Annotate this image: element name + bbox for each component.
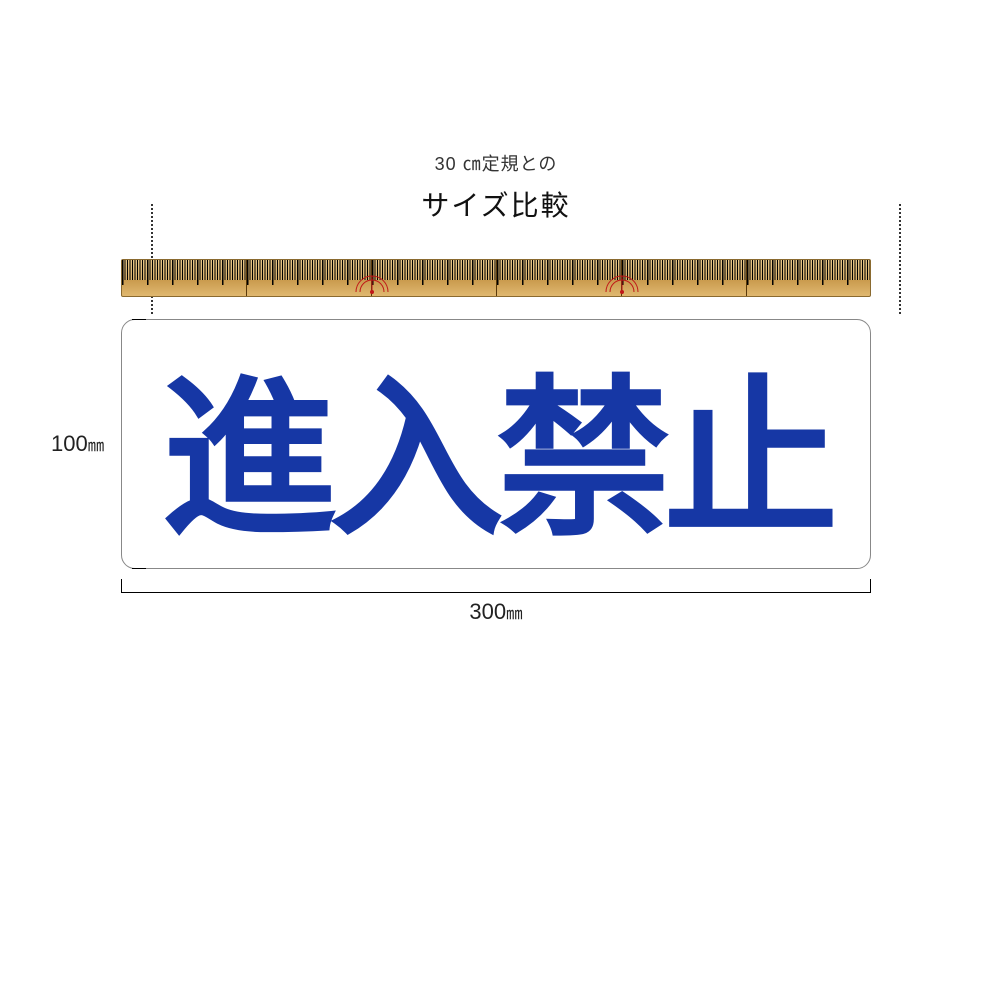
ruler-protractor-mark-2 <box>602 274 642 294</box>
width-bracket <box>121 579 871 593</box>
subtitle-text: 30 ㎝定規との <box>56 150 936 176</box>
title-text: サイズ比較 <box>56 184 936 224</box>
width-unit: ㎜ <box>506 605 523 623</box>
width-value: 300 <box>469 599 506 624</box>
width-label: 300㎜ <box>469 599 522 624</box>
ruler-protractor-mark-1 <box>352 274 392 294</box>
height-unit: ㎜ <box>88 437 105 455</box>
sign-text: 進入禁止 <box>161 319 830 569</box>
ruler-full-marks <box>122 260 870 296</box>
diagram-area: 100㎜ 進入禁止 300㎜ <box>56 259 936 625</box>
reference-ruler <box>121 259 871 297</box>
height-bracket <box>132 319 146 569</box>
size-comparison-diagram: 30 ㎝定規との サイズ比較 100㎜ 進入禁止 <box>56 150 936 625</box>
sign-wrapper: 100㎜ 進入禁止 <box>56 319 936 569</box>
guide-line-right <box>899 204 901 314</box>
height-label: 100㎜ <box>51 431 104 457</box>
height-value: 100 <box>51 431 88 456</box>
sign-plate: 進入禁止 <box>121 319 871 569</box>
height-dimension: 100㎜ <box>51 319 146 569</box>
width-dimension: 300㎜ <box>121 579 871 625</box>
